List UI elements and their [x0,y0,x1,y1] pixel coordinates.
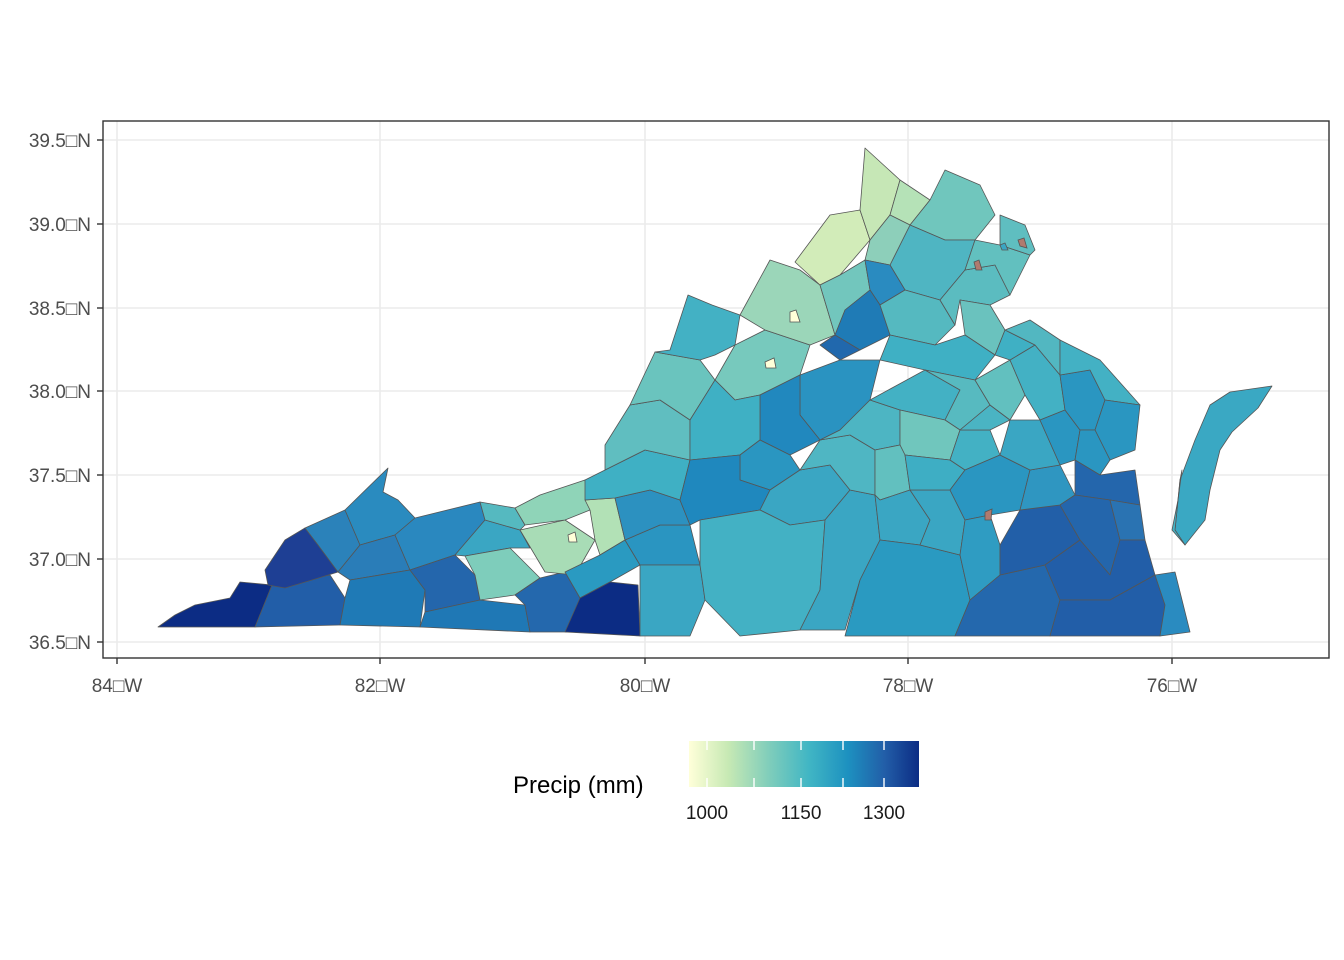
county-patrick[interactable] [564,581,641,637]
y-tick-label-3: 38.0□N [29,382,91,403]
legend-label-1300: 1300 [863,803,905,824]
independent-city-polygons [567,237,1028,543]
y-tick-label-5: 37.0□N [29,550,91,571]
city-small-south[interactable] [567,531,578,543]
y-tick-label-2: 38.5□N [29,299,91,320]
legend-title: Precip (mm) [513,772,644,799]
map-panel [102,120,1330,659]
x-tick-label-2: 80□W [620,676,671,697]
y-tick-label-4: 37.5□N [29,466,91,487]
county-goochland[interactable] [974,359,1026,421]
county-middlesex[interactable] [1094,399,1141,461]
county-polygons [157,147,1273,637]
county-scott[interactable] [254,574,346,628]
county-northampton[interactable] [1171,469,1186,546]
city-manassas-missing[interactable] [973,259,983,271]
x-tick-label-3: 78□W [883,676,934,697]
y-tick-label-0: 39.5□N [29,131,91,152]
county-giles[interactable] [479,501,526,531]
city-alexandria-missing[interactable] [1017,237,1028,249]
x-tick-label-1: 82□W [355,676,406,697]
county-montgomery[interactable] [519,519,596,576]
county-virginia-beach[interactable] [1154,571,1191,637]
county-orange[interactable] [879,334,996,381]
city-lexington[interactable] [789,309,801,323]
city-east-small[interactable] [999,242,1009,251]
color-legend: Precip (mm) 1000 1150 1300 [513,741,919,824]
x-tick-label-0: 84□W [92,676,143,697]
city-richmond-missing[interactable] [984,508,993,521]
legend-label-1000: 1000 [686,803,728,824]
county-greene[interactable] [819,334,861,361]
county-grayson[interactable] [419,599,531,633]
panel-border [102,120,1330,659]
legend-label-1150: 1150 [781,803,822,824]
y-tick-label-1: 39.0□N [29,215,91,236]
legend-colorbar [689,741,919,787]
y-axis: 39.5□N 39.0□N 38.5□N 38.0□N 37.5□N 37.0□… [29,131,103,654]
county-warren[interactable] [864,214,911,266]
x-tick-label-4: 76□W [1147,676,1198,697]
y-tick-label-6: 36.5□N [29,633,91,654]
county-prince-george[interactable] [1019,464,1076,511]
x-axis: 84□W 82□W 80□W 78□W 76□W [92,658,1198,697]
city-staunton[interactable] [764,357,777,369]
